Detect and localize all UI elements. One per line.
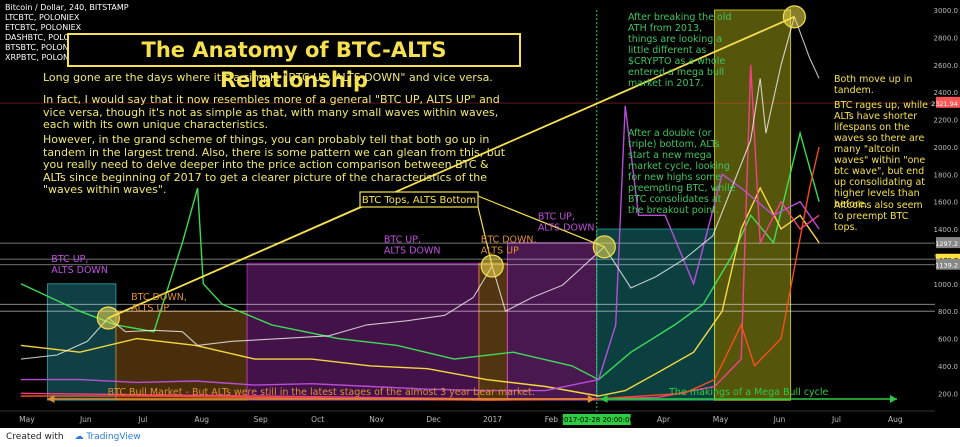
y-tick-label: 2400.0	[934, 89, 959, 97]
y-tick-label: 800.0	[938, 308, 958, 316]
tandem-note: Both move up in tandem.	[834, 74, 913, 96]
y-tick-label: 1600.0	[934, 199, 959, 207]
series-label: DASHBTC, POLONIEX	[5, 33, 89, 42]
x-tick-label: Dec	[426, 415, 441, 424]
x-tick-label: Jun	[79, 415, 92, 424]
zone-box	[478, 262, 508, 401]
zone-label-line: BTC DOWN,	[481, 235, 537, 246]
zone-label-line: BTC UP,	[51, 254, 88, 265]
y-tick-label: 600.0	[938, 336, 958, 344]
x-tick-label: Apr	[657, 415, 671, 424]
intro-paragraph-3: However, in the grand scheme of things, …	[43, 133, 506, 196]
price-badge	[936, 258, 960, 270]
y-tick-label: 1000.0	[934, 281, 959, 289]
arrow-head	[889, 395, 897, 403]
zone-label-line: ALTS DOWN	[384, 246, 441, 257]
btc-top-marker	[782, 5, 806, 29]
btc-tops-label: BTC Tops, ALTS Bottom	[362, 195, 476, 206]
intro-paragraph-2: In fact, I would say that it now resembl…	[43, 93, 500, 131]
price-badge-label: 1297.2	[935, 240, 958, 248]
arrow-head	[600, 395, 608, 403]
tradingview-brand[interactable]: TradingView	[86, 432, 141, 442]
btc-top-marker	[592, 235, 616, 259]
date-badge-label: 2017-02-28 20:00:00	[560, 416, 634, 424]
btc-price-line	[20, 15, 820, 360]
arrow-head	[587, 395, 595, 403]
y-tick-label: 2000.0	[934, 144, 959, 152]
x-tick-label: Jun	[773, 415, 786, 424]
y-tick-label: 2600.0	[934, 62, 959, 70]
price-badge-label: 2321.94	[931, 100, 958, 108]
footer-bar: Created with ☁ TradingView	[0, 428, 960, 447]
y-tick-label: 200.0	[938, 390, 958, 398]
bull-market-label: BTC Bull Market - But ALTs were still in…	[108, 387, 535, 398]
x-tick-label: Aug	[888, 415, 903, 424]
pointer-line	[108, 206, 361, 319]
zone-label-line: ALTS UP	[131, 303, 169, 314]
x-tick-label: May	[713, 415, 729, 424]
x-tick-label: Feb	[545, 415, 559, 424]
date-badge	[562, 414, 631, 425]
y-tick-label: 400.0	[938, 363, 958, 371]
x-tick-label: Nov	[369, 415, 384, 424]
zone-label-line: ALTS DOWN	[538, 222, 595, 233]
zone-label-line: BTC UP,	[538, 211, 575, 222]
y-tick-label: 1400.0	[934, 226, 959, 234]
y-tick-label: 2200.0	[934, 117, 959, 125]
mega-bull-label: The makings of a Mega Bull cycle	[668, 387, 828, 398]
alt-series-line	[20, 105, 820, 392]
btc-tops-box	[359, 191, 479, 208]
y-tick-label: 2800.0	[934, 34, 959, 42]
ath-note: After breaking the old ATH from 2013, th…	[628, 12, 732, 89]
x-tick-label: May	[19, 415, 35, 424]
zone-label-line: ALTS UP	[481, 246, 519, 257]
x-tick-label: Jul	[137, 415, 147, 424]
y-tick-label: 3000.0	[934, 7, 959, 15]
pane-labels: Bitcoin / Dollar, 240, BITSTAMP LTCBTC, …	[5, 3, 129, 63]
chart-header: Bitcoin / Dollar, 240, BITSTAMP	[5, 3, 129, 12]
pointer-line	[477, 195, 605, 248]
rages-note: BTC rages up, while ALTs have shorter li…	[834, 100, 928, 210]
series-label: LTCBTC, POLONIEX	[5, 13, 80, 22]
zone-box	[506, 242, 598, 401]
zone-label: BTC DOWN, ALTS UP	[481, 235, 537, 257]
x-tick-label: Sep	[254, 415, 268, 424]
x-tick-label: Jul	[831, 415, 841, 424]
zone-label-line: BTC DOWN,	[131, 292, 187, 303]
series-label: ETCBTC, POLONIEX	[5, 23, 82, 32]
pointer-line	[477, 206, 493, 267]
series-label: XRPBTC, POLONIEX	[5, 53, 82, 62]
intro-paragraph-1: Long gone are the days where it's a simp…	[43, 71, 493, 84]
price-badge-label: 1139.2	[935, 262, 958, 270]
zone-label: BTC UP, ALTS DOWN	[538, 211, 595, 233]
series-label: BTSBTC, POLONIEX	[5, 43, 82, 52]
double-bottom-note: After a double (or triple) bottom, ALTs …	[628, 128, 736, 216]
tradingview-logo-icon[interactable]: ☁	[74, 432, 84, 442]
y-tick-label: 1800.0	[934, 171, 959, 179]
x-tick-label: Aug	[194, 415, 209, 424]
zone-label: BTC UP, ALTS DOWN	[384, 235, 441, 257]
created-with-label: Created with	[6, 432, 64, 442]
zone-label-line: BTC UP,	[384, 235, 421, 246]
chart-title: The Anatomy of BTC-ALTS Relationship	[67, 33, 521, 92]
zone-label: BTC UP, ALTS DOWN	[51, 254, 108, 276]
price-badge	[936, 96, 960, 108]
zone-box	[246, 262, 480, 401]
zone-label: BTC DOWN, ALTS UP	[131, 292, 187, 314]
x-tick-label: 2017	[483, 415, 502, 424]
preempt-note: Altcoins also seem to preempt BTC tops.	[834, 200, 923, 233]
alt-series-line	[20, 146, 820, 401]
zone-label-line: ALTS DOWN	[51, 265, 108, 276]
price-badge	[936, 237, 960, 249]
x-tick-label: Oct	[311, 415, 324, 424]
arrow-head	[47, 395, 55, 403]
